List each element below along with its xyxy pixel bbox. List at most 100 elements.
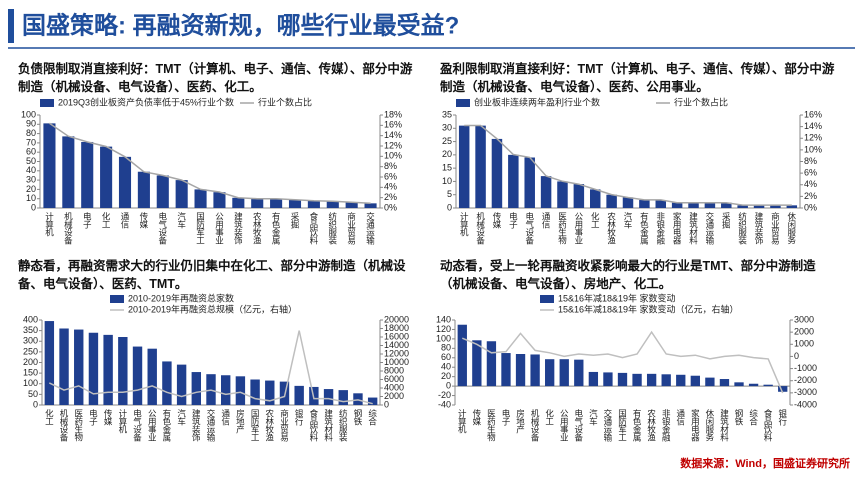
bar [737, 205, 748, 208]
y2-tick-label: 16% [804, 109, 822, 119]
bar [156, 175, 169, 208]
x-tick-label: 机械设备 [476, 211, 486, 245]
y-tick-label: 10 [26, 193, 36, 203]
bar [704, 202, 716, 208]
y-tick-label: 200 [23, 357, 38, 367]
x-tick-label: 计算机 [44, 211, 54, 237]
x-tick-label: 传媒 [492, 211, 502, 229]
x-tick-label: 国防军工 [250, 409, 260, 441]
x-tick-label: 通信 [221, 408, 231, 426]
y2-tick-label: 8% [384, 161, 397, 171]
y2-tick-label: 16000 [384, 331, 409, 341]
x-tick-label: 采掘 [721, 211, 731, 229]
y2-tick-label: 18% [384, 109, 402, 119]
bar [540, 176, 552, 208]
source-note: 数据来源：Wind，国盛证券研究所 [680, 456, 850, 470]
x-tick-label: 银行 [778, 408, 788, 426]
x-tick-label: 电气设备 [525, 211, 535, 245]
x-tick-label: 通信 [676, 408, 686, 426]
y2-tick-label: 14% [804, 121, 822, 131]
bar [472, 340, 482, 387]
x-tick-label: 有色金属 [632, 408, 642, 442]
y2-tick-label: 0 [794, 351, 799, 361]
x-tick-label: 家用电器 [690, 408, 700, 442]
bar [103, 334, 113, 405]
bar [763, 384, 773, 387]
x-tick-label: 纺织服装 [328, 211, 338, 245]
y2-tick-label: 12000 [384, 348, 409, 358]
x-tick-label: 房地产 [516, 408, 526, 434]
y-tick-label: 30 [26, 174, 36, 184]
x-tick-label: 农林牧渔 [647, 408, 657, 441]
y2-tick-label: 12% [804, 133, 822, 143]
x-tick-label: 医药生物 [557, 212, 567, 245]
bar [147, 348, 157, 405]
x-tick-label: 商业贸易 [347, 211, 357, 245]
x-tick-label: 建筑材料 [324, 408, 334, 442]
x-tick-label: 综合 [368, 408, 378, 426]
bar [588, 371, 599, 387]
x-tick-label: 钢铁 [734, 408, 744, 426]
x-tick-label: 电气设备 [574, 408, 584, 442]
y2-tick-label: -1000 [794, 363, 817, 373]
x-tick-label: 纺织服装 [738, 211, 748, 245]
legend-label: 2010-2019年再融资总家数 [128, 292, 234, 303]
line-series [48, 330, 373, 405]
y-tick-label: 120 [436, 324, 451, 334]
y2-tick-label: 10% [384, 151, 402, 161]
x-tick-label: 钢铁 [353, 408, 363, 426]
bar [307, 200, 320, 208]
bar [661, 374, 671, 387]
y-tick-label: 0 [33, 399, 38, 409]
x-tick-label: 商业贸易 [770, 211, 780, 245]
y2-tick-label: 20000 [384, 314, 409, 324]
x-tick-label: 非银金融 [661, 408, 671, 442]
x-tick-label: 汽车 [588, 408, 598, 426]
line-series [464, 124, 792, 206]
x-tick-label: 电子 [88, 408, 98, 425]
x-tick-label: 电气设备 [158, 211, 168, 245]
y-tick-label: 0 [446, 380, 451, 390]
y-tick-label: 100 [436, 333, 451, 343]
bar [778, 386, 788, 392]
y-tick-label: 100 [23, 378, 38, 388]
y-tick-label: 300 [23, 336, 38, 346]
title-accent [8, 9, 14, 43]
x-tick-label: 休闲服务 [705, 408, 715, 442]
bar [676, 374, 686, 387]
panel-heading: 动态看，受上一轮再融资收紧影响最大的行业是TMT、部分中游制造（机械设备、电气设… [440, 259, 816, 291]
x-tick-label: 有色金属 [162, 408, 172, 442]
x-tick-label: 汽车 [177, 408, 187, 426]
bar [338, 390, 348, 405]
bar [632, 373, 642, 387]
bar [118, 156, 132, 208]
x-tick-label: 食品饮料 [309, 408, 319, 442]
y-tick-label: 50 [28, 389, 38, 399]
x-tick-label: 食品饮料 [763, 408, 773, 442]
panel-heading: 负债限制取消直接利好：TMT（计算机、电子、通信、传媒）、部分中游制造（机械设备… [18, 62, 413, 94]
y-tick-label: -40 [438, 399, 451, 409]
y2-tick-label: 2000 [794, 327, 814, 337]
bar [589, 189, 601, 208]
x-tick-label: 综合 [749, 408, 759, 426]
y2-tick-label: 10% [804, 144, 822, 154]
y-tick-label: 80 [26, 128, 36, 138]
y-tick-label: 40 [26, 165, 36, 175]
legend-label: 2010-2019年再融资总规模（亿元，右轴） [128, 303, 297, 314]
x-tick-label: 休闲服务 [787, 211, 797, 245]
bar [475, 125, 486, 208]
x-tick-label: 公用事业 [574, 212, 584, 244]
bar [515, 354, 526, 387]
bar [132, 346, 143, 405]
x-tick-label: 计算机 [457, 408, 467, 434]
x-tick-label: 家用电器 [672, 211, 682, 245]
x-tick-label: 化工 [545, 408, 555, 425]
bar [118, 337, 128, 405]
x-tick-label: 建筑材料 [689, 211, 699, 245]
bar [176, 364, 187, 405]
x-tick-label: 商业贸易 [279, 408, 289, 442]
y2-tick-label: 2% [384, 192, 397, 202]
y2-tick-label: 1000 [794, 339, 814, 349]
y2-tick-label: 8000 [384, 365, 404, 375]
x-tick-label: 食品饮料 [309, 211, 319, 245]
